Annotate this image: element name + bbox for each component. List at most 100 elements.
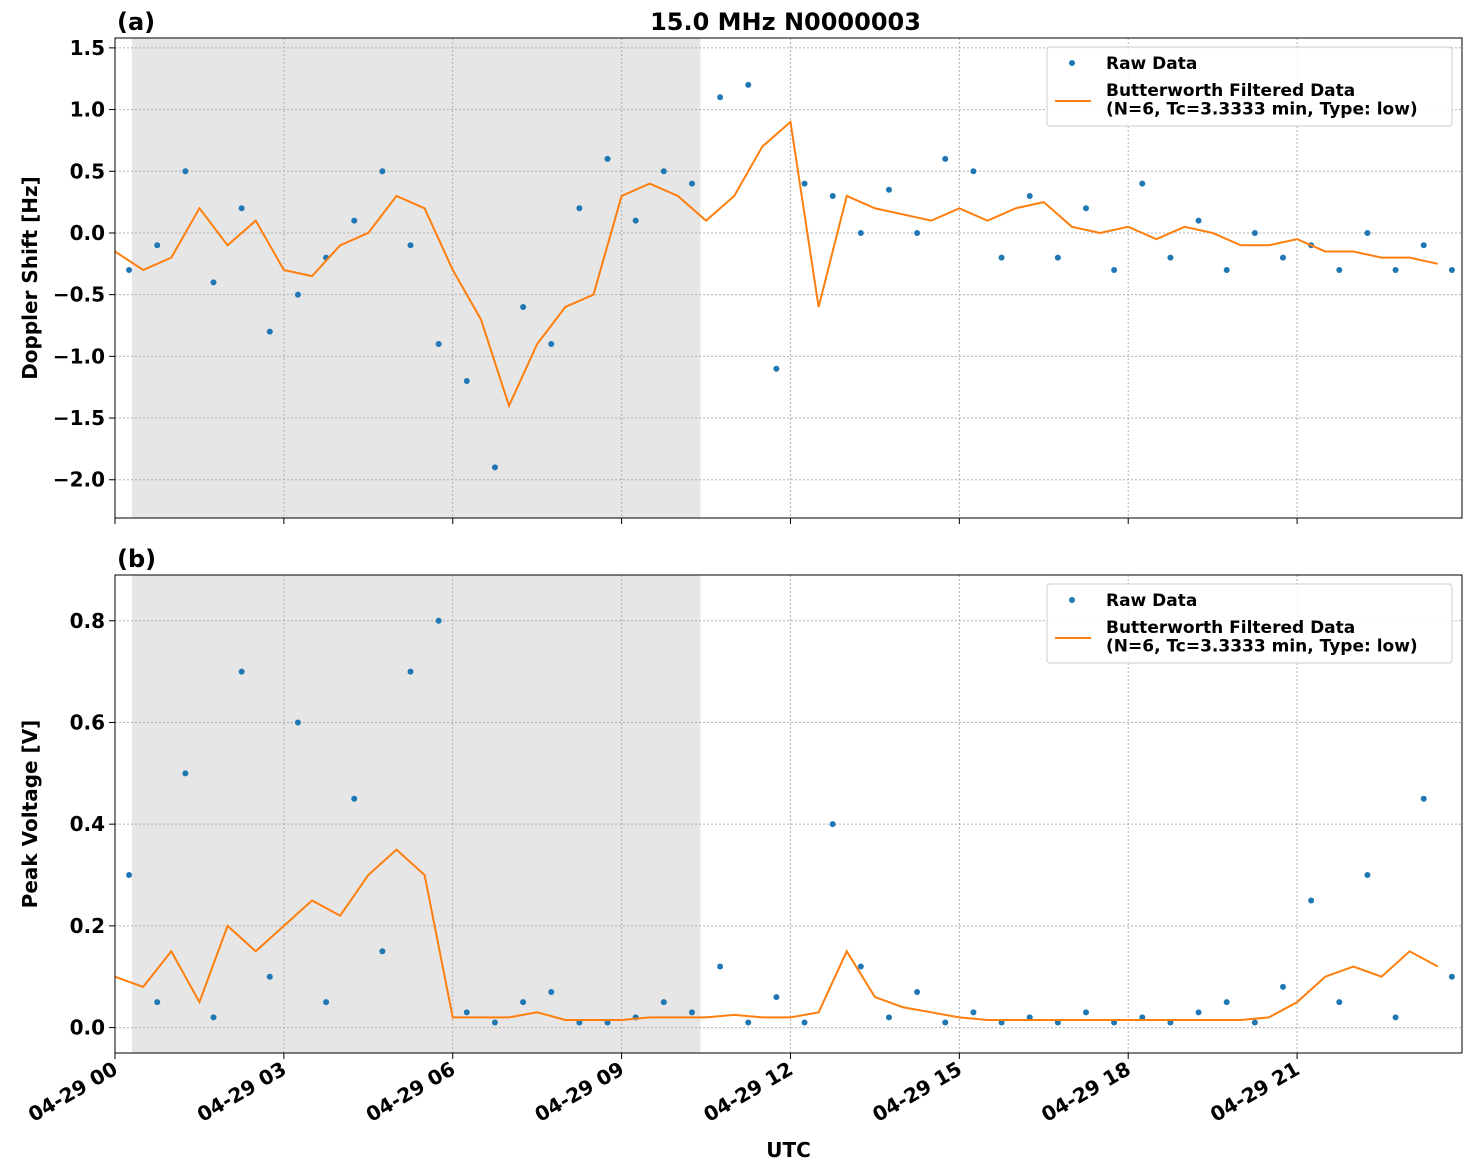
data-point <box>717 94 724 101</box>
data-point <box>604 1019 611 1026</box>
data-point <box>1223 999 1230 1006</box>
legend-marker <box>1069 597 1075 603</box>
data-point <box>1280 983 1287 990</box>
data-point <box>1082 205 1089 212</box>
data-point <box>998 1019 1005 1026</box>
y-tick-label: 0.0 <box>70 1016 105 1040</box>
panel-label: (a) <box>117 8 155 36</box>
data-point <box>829 192 836 199</box>
data-point <box>1054 254 1061 261</box>
y-axis-label: Doppler Shift [Hz] <box>18 176 42 380</box>
data-point <box>1448 266 1455 273</box>
data-point <box>126 872 133 879</box>
data-point <box>970 1009 977 1016</box>
data-point <box>970 168 977 175</box>
axes-frame <box>114 574 1463 1054</box>
data-point <box>379 168 386 175</box>
x-tick-label: 04-29 09 <box>531 1057 629 1127</box>
data-point <box>463 1009 470 1016</box>
y-tick-label: 0.4 <box>70 812 105 836</box>
data-point <box>351 217 358 224</box>
y-tick-label: 0.2 <box>70 914 105 938</box>
data-point <box>1111 1019 1118 1026</box>
plot-area <box>115 617 1455 1026</box>
data-point <box>1448 973 1455 980</box>
legend-label: Butterworth Filtered Data (N=6, Tc=3.3333… <box>1106 618 1418 657</box>
data-point <box>1364 229 1371 236</box>
data-point <box>323 999 330 1006</box>
y-tick-label: 0.6 <box>70 710 105 734</box>
data-point <box>1336 999 1343 1006</box>
data-point <box>1111 266 1118 273</box>
data-point <box>154 242 161 249</box>
legend-label: Raw Data <box>1106 591 1197 611</box>
data-point <box>801 180 808 187</box>
legend-box <box>1046 46 1453 127</box>
data-point <box>1280 254 1287 261</box>
data-point <box>520 999 527 1006</box>
data-point <box>548 988 555 995</box>
data-point <box>407 242 414 249</box>
y-tick-label: −2.0 <box>53 468 105 492</box>
data-point <box>1026 192 1033 199</box>
chart-title: 15.0 MHz N0000003 <box>650 8 921 36</box>
data-point <box>914 229 921 236</box>
data-point <box>829 821 836 828</box>
data-point <box>182 770 189 777</box>
data-line <box>115 119 1439 409</box>
x-tick-label: 04-29 15 <box>868 1057 966 1127</box>
data-point <box>154 999 161 1006</box>
x-tick-label: 04-29 18 <box>1037 1057 1135 1127</box>
data-point <box>1251 1019 1258 1026</box>
data-point <box>1195 217 1202 224</box>
data-point <box>210 279 217 286</box>
data-point <box>379 948 386 955</box>
data-point <box>1392 1014 1399 1021</box>
y-tick-label: 1.5 <box>70 36 105 60</box>
data-point <box>745 1019 752 1026</box>
data-point <box>1139 1014 1146 1021</box>
plot-area <box>115 81 1455 471</box>
y-tick-label: 0.5 <box>70 159 105 183</box>
legend-label: Butterworth Filtered Data (N=6, Tc=3.3333… <box>1106 81 1418 120</box>
data-point <box>660 168 667 175</box>
data-point <box>1336 266 1343 273</box>
data-point <box>1251 229 1258 236</box>
data-point <box>801 1019 808 1026</box>
data-point <box>1308 897 1315 904</box>
data-point <box>1167 1019 1174 1026</box>
data-point <box>773 365 780 372</box>
y-tick-label: −1.5 <box>53 406 105 430</box>
x-axis-label: UTC <box>766 1138 811 1162</box>
data-point <box>998 254 1005 261</box>
x-tick-label: 04-29 21 <box>1206 1057 1304 1127</box>
data-line <box>115 848 1439 1021</box>
y-tick-label: 0.8 <box>70 609 105 633</box>
data-point <box>576 205 583 212</box>
data-point <box>182 168 189 175</box>
data-point <box>238 205 245 212</box>
data-point <box>604 155 611 162</box>
y-tick-label: 0.0 <box>70 221 105 245</box>
data-point <box>688 180 695 187</box>
data-point <box>210 1014 217 1021</box>
data-point <box>857 229 864 236</box>
y-tick-label: 1.0 <box>70 98 105 122</box>
y-axis-label: Peak Voltage [V] <box>18 720 42 909</box>
y-tick-label: −0.5 <box>53 283 105 307</box>
x-tick-label: 04-29 12 <box>699 1057 797 1127</box>
data-point <box>126 266 133 273</box>
data-point <box>745 81 752 88</box>
data-point <box>660 999 667 1006</box>
axes-frame <box>114 37 1463 519</box>
data-point <box>266 328 273 335</box>
data-point <box>942 1019 949 1026</box>
data-point <box>576 1019 583 1026</box>
data-point <box>857 963 864 970</box>
legend-marker <box>1069 60 1075 66</box>
shaded-span <box>131 38 701 518</box>
data-point <box>407 668 414 675</box>
data-point <box>1082 1009 1089 1016</box>
data-point <box>1054 1019 1061 1026</box>
